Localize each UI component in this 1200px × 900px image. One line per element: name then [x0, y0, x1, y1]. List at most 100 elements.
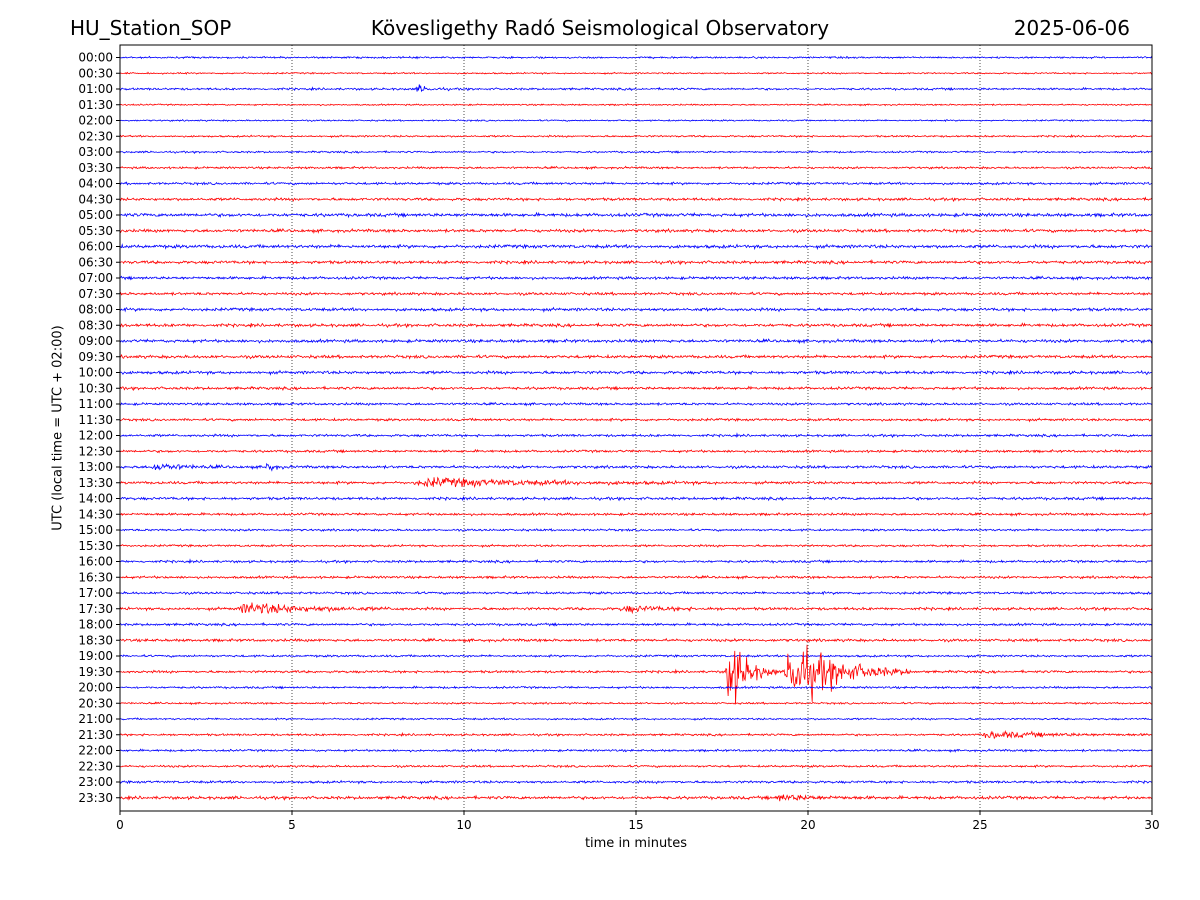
y-tick-label-1900: 19:00 [78, 649, 113, 663]
trace-2130 [119, 730, 1153, 740]
trace-1830 [119, 637, 1153, 644]
y-tick-label-1630: 16:30 [78, 570, 113, 584]
y-tick-label-0530: 05:30 [78, 224, 113, 238]
y-tick-label-0400: 04:00 [78, 177, 113, 191]
trace-1200 [119, 432, 1153, 439]
grid-lines [291, 45, 981, 811]
x-tick-label-10: 10 [456, 818, 471, 832]
trace-layer [119, 55, 1153, 802]
trace-1300 [119, 462, 1153, 472]
trace-2230 [119, 764, 1153, 769]
y-tick-label-0930: 09:30 [78, 350, 113, 364]
trace-0700 [119, 275, 1153, 281]
chart-title: Kövesligethy Radó Seismological Observat… [370, 16, 830, 40]
trace-0130 [119, 103, 1153, 107]
trace-1030 [119, 385, 1153, 392]
trace-0730 [119, 291, 1153, 297]
x-tick-label-20: 20 [800, 818, 815, 832]
y-tick-label-1230: 12:30 [78, 444, 113, 458]
trace-2200 [119, 748, 1153, 753]
trace-0230 [119, 133, 1153, 139]
y-tick-label-1930: 19:30 [78, 665, 113, 679]
y-tick-label-0230: 02:30 [78, 129, 113, 143]
x-tick-label-5: 5 [288, 818, 296, 832]
trace-0830 [119, 322, 1153, 329]
y-tick-label-0130: 01:30 [78, 98, 113, 112]
y-tick-label-1030: 10:30 [78, 381, 113, 395]
y-tick-label-2200: 22:00 [78, 744, 113, 758]
y-tick-label-2100: 21:00 [78, 712, 113, 726]
trace-1930 [119, 644, 1153, 705]
y-tick-label-0600: 06:00 [78, 240, 113, 254]
y-tick-label-0000: 00:00 [78, 51, 113, 65]
y-tick-label-2030: 20:30 [78, 696, 113, 710]
trace-1230 [119, 448, 1153, 454]
trace-2330 [119, 794, 1153, 802]
y-tick-label-2130: 21:30 [78, 728, 113, 742]
y-tick-label-2230: 22:30 [78, 759, 113, 773]
trace-0030 [119, 71, 1153, 75]
trace-0800 [119, 306, 1153, 313]
station-name: HU_Station_SOP [70, 16, 232, 40]
trace-0930 [119, 353, 1153, 360]
x-axis-label: time in minutes [584, 836, 688, 851]
y-tick-label-1830: 18:30 [78, 633, 113, 647]
trace-0200 [119, 118, 1153, 123]
trace-1330 [119, 476, 1153, 489]
trace-0430 [119, 196, 1153, 203]
trace-0530 [119, 227, 1153, 235]
trace-2000 [119, 685, 1153, 690]
y-tick-label-1330: 13:30 [78, 476, 113, 490]
trace-1500 [119, 527, 1153, 533]
y-tick-label-1100: 11:00 [78, 397, 113, 411]
y-tick-label-0300: 03:00 [78, 145, 113, 159]
trace-0500 [119, 211, 1153, 219]
trace-1600 [119, 558, 1153, 565]
x-tick-label-25: 25 [972, 818, 987, 832]
x-ticks: 0 5 10 15 20 25 30 [116, 811, 1160, 832]
y-tick-label-1430: 14:30 [78, 507, 113, 521]
y-tick-label-0030: 00:30 [78, 66, 113, 80]
y-tick-label-1530: 15:30 [78, 539, 113, 553]
y-tick-label-1200: 12:00 [78, 429, 113, 443]
trace-2030 [119, 701, 1153, 706]
trace-0400 [119, 181, 1153, 187]
y-tick-label-0430: 04:30 [78, 192, 113, 206]
trace-1630 [120, 574, 1153, 580]
trace-0000 [119, 55, 1153, 60]
y-tick-label-1730: 17:30 [78, 602, 113, 616]
trace-1730 [119, 602, 1153, 615]
y-tick-label-1800: 18:00 [78, 618, 113, 632]
y-tick-label-0900: 09:00 [78, 334, 113, 348]
y-tick-label-1130: 11:30 [78, 413, 113, 427]
trace-1430 [119, 511, 1153, 517]
y-tick-label-2000: 20:00 [78, 681, 113, 695]
y-tick-label-0830: 08:30 [78, 318, 113, 332]
y-tick-label-0200: 02:00 [78, 114, 113, 128]
trace-1400 [119, 495, 1153, 502]
y-tick-label-1600: 16:00 [78, 555, 113, 569]
trace-0300 [119, 150, 1153, 154]
trace-0900 [119, 337, 1153, 345]
trace-1130 [119, 417, 1153, 423]
y-tick-label-1500: 15:00 [78, 523, 113, 537]
trace-1100 [119, 401, 1153, 407]
trace-0600 [119, 243, 1153, 251]
y-tick-label-0330: 03:30 [78, 161, 113, 175]
trace-0330 [119, 165, 1153, 171]
y-tick-label-2330: 23:30 [78, 791, 113, 805]
y-tick-label-0800: 08:00 [78, 303, 113, 317]
trace-0100 [119, 84, 1153, 93]
y-tick-label-1700: 17:00 [78, 586, 113, 600]
y-tick-label-1400: 14:00 [78, 492, 113, 506]
y-tick-label-0700: 07:00 [78, 271, 113, 285]
trace-1530 [119, 543, 1153, 549]
x-tick-label-0: 0 [116, 818, 124, 832]
y-tick-label-1000: 10:00 [78, 366, 113, 380]
x-tick-label-15: 15 [628, 818, 643, 832]
y-tick-label-0100: 01:00 [78, 82, 113, 96]
x-tick-label-30: 30 [1144, 818, 1159, 832]
y-tick-label-1300: 13:00 [78, 460, 113, 474]
